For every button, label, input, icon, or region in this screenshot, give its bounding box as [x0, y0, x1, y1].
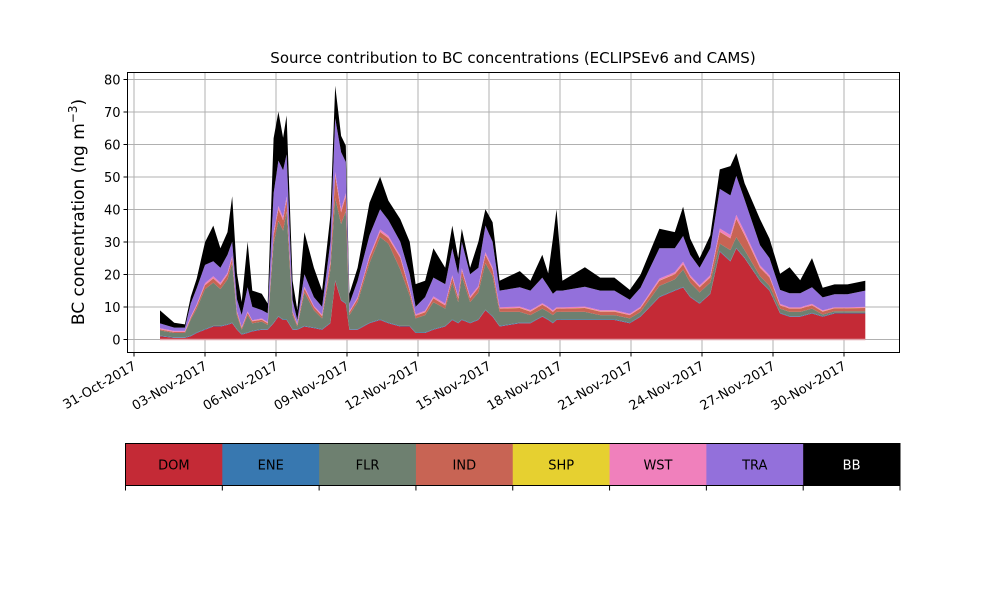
legend-swatch-ene — [222, 443, 320, 486]
y-tick-label: 70 — [104, 106, 121, 121]
y-tick-label: 80 — [104, 74, 121, 89]
y-tick-label: 20 — [104, 269, 121, 284]
y-tick-label: 40 — [104, 204, 121, 219]
x-tick-label: 27-Nov-2017 — [698, 359, 778, 414]
area-bb — [160, 85, 866, 328]
y-tick-label: 30 — [104, 236, 121, 251]
area-dom — [160, 248, 866, 340]
x-tick-label: 09-Nov-2017 — [272, 359, 352, 414]
y-axis-label-close: ) — [69, 99, 89, 106]
y-tick-label: 60 — [104, 139, 121, 154]
x-axis: 31-Oct-201703-Nov-201706-Nov-201709-Nov-… — [61, 352, 849, 414]
x-tick-label: 15-Nov-2017 — [414, 359, 494, 414]
y-tick-label: 10 — [104, 301, 121, 316]
legend-label-bb: BB — [843, 459, 861, 474]
legend-label-flr: FLR — [356, 459, 380, 474]
x-tick-label: 12-Nov-2017 — [343, 359, 423, 414]
x-tick-label: 21-Nov-2017 — [556, 359, 636, 414]
y-tick-label: 0 — [112, 334, 120, 349]
y-axis-label-superscript: −3 — [66, 105, 80, 123]
legend-label-shp: SHP — [548, 459, 574, 474]
y-axis: 0 10 20 30 40 50 60 70 80 — [104, 74, 128, 349]
legend-swatch-wst — [609, 443, 707, 486]
legend-swatch-flr — [319, 443, 417, 486]
legend-colorbar: DOM ENE FLR IND SHP WST TRA BB — [125, 443, 901, 491]
y-axis-label-main: BC concentration (ng m — [69, 123, 89, 325]
legend-label-ene: ENE — [258, 459, 284, 474]
legend-label-dom: DOM — [158, 459, 189, 474]
legend-swatch-shp — [512, 443, 611, 486]
legend-swatch-ind — [415, 443, 514, 486]
x-tick-label: 03-Nov-2017 — [130, 359, 210, 414]
legend-swatch-tra — [706, 443, 804, 486]
y-tick-label: 50 — [104, 171, 121, 186]
legend-swatch-dom — [125, 443, 223, 486]
area-flr — [160, 198, 866, 338]
x-tick-label: 06-Nov-2017 — [201, 359, 281, 414]
y-axis-label: BC concentration (ng m−3) — [66, 99, 89, 325]
legend-label-wst: WST — [643, 459, 672, 474]
x-tick-label: 31-Oct-2017 — [61, 359, 139, 413]
chart-title: Source contribution to BC concentrations… — [270, 49, 755, 67]
x-tick-label: 30-Nov-2017 — [769, 359, 849, 414]
stacked-areas — [160, 85, 866, 341]
legend-swatch-bb — [803, 443, 901, 486]
plot-frame — [127, 72, 900, 353]
legend-label-tra: TRA — [741, 459, 767, 474]
area-tra — [160, 118, 866, 331]
legend-label-ind: IND — [453, 459, 477, 474]
x-tick-label: 18-Nov-2017 — [485, 359, 565, 414]
x-tick-label: 24-Nov-2017 — [627, 359, 707, 414]
